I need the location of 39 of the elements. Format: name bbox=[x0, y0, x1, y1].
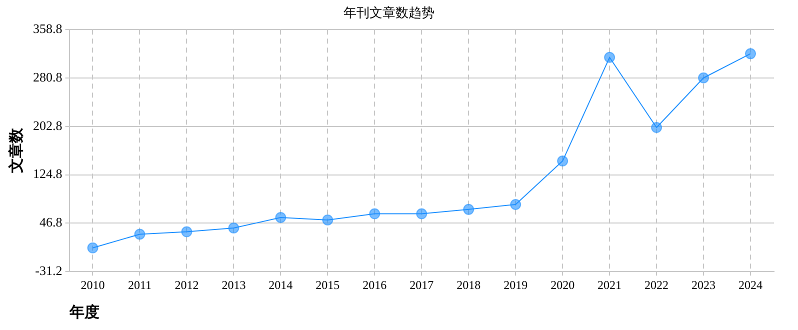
point bbox=[604, 52, 616, 63]
y-axis-title: 文章数 bbox=[6, 127, 25, 174]
x-tick-label: 2011 bbox=[128, 278, 152, 292]
x-tick-label: 2010 bbox=[80, 278, 105, 292]
point bbox=[510, 198, 522, 210]
y-tick-label: 202.8 bbox=[33, 118, 62, 133]
point bbox=[322, 214, 334, 226]
point bbox=[463, 204, 474, 215]
x-tick-label: 2015 bbox=[316, 278, 340, 292]
x-tick-label: 2023 bbox=[692, 278, 716, 292]
x-tick-label: 2022 bbox=[644, 278, 669, 292]
x-tick-label: 2024 bbox=[738, 278, 763, 292]
y-tick-label: 358.8 bbox=[33, 21, 62, 36]
x-tick-label: 2020 bbox=[550, 278, 575, 292]
point bbox=[651, 122, 662, 134]
x-tick-label: 2017 bbox=[410, 278, 434, 292]
y-tick-label: 280.8 bbox=[33, 69, 62, 84]
x-tick-label: 2012 bbox=[174, 278, 199, 292]
x-tick-label: 2013 bbox=[222, 278, 246, 292]
point bbox=[369, 208, 380, 220]
y-tick-label: 124.8 bbox=[33, 166, 62, 182]
point bbox=[698, 72, 710, 84]
y-tick-label: -31.2 bbox=[35, 263, 62, 278]
point bbox=[181, 226, 192, 238]
point bbox=[87, 242, 98, 254]
chart-title: 年刊文章数趋势 bbox=[344, 5, 434, 20]
x-axis-title: 年度 bbox=[68, 302, 100, 321]
y-tick-label: 46.8 bbox=[40, 214, 62, 230]
x-tick-label: 2016 bbox=[362, 278, 387, 292]
x-tick-label: 2014 bbox=[268, 278, 293, 292]
point bbox=[745, 48, 756, 60]
x-tick-label: 2019 bbox=[504, 278, 528, 292]
point bbox=[275, 212, 286, 223]
point bbox=[557, 156, 568, 167]
point bbox=[228, 222, 240, 234]
x-tick-label: 2021 bbox=[598, 278, 622, 292]
point bbox=[134, 228, 146, 240]
x-tick-label: 2018 bbox=[456, 278, 481, 292]
point bbox=[416, 208, 428, 220]
